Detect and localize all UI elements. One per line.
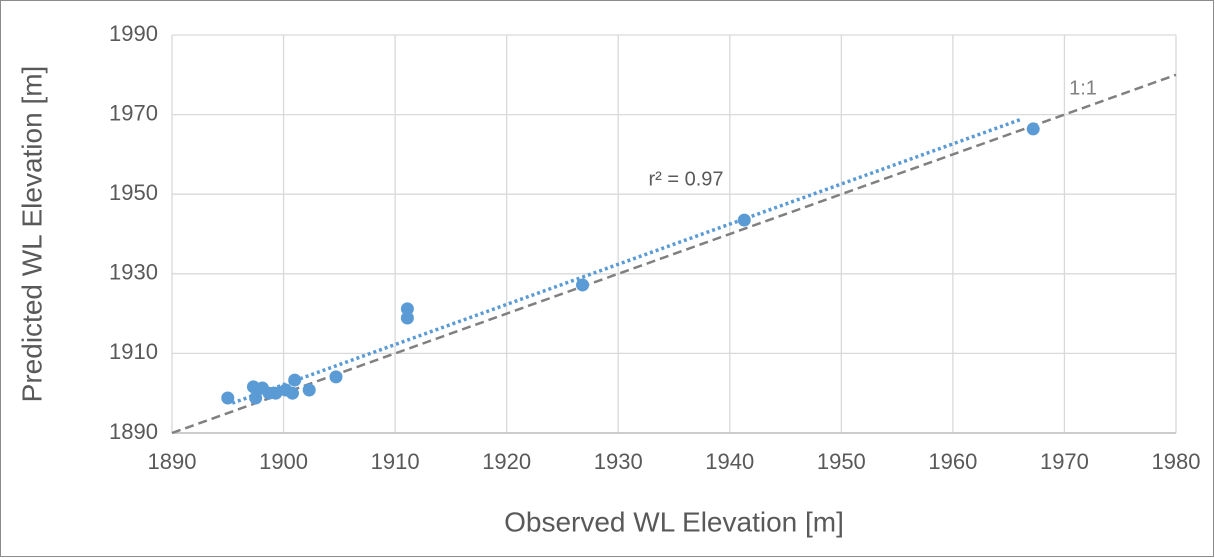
data-point <box>269 386 283 400</box>
y-axis-title: Predicted WL Elevation [m] <box>16 66 47 403</box>
data-point <box>329 370 343 384</box>
x-axis-title: Observed WL Elevation [m] <box>504 506 844 537</box>
trendline <box>231 117 1023 405</box>
y-tick-label: 1990 <box>109 21 158 46</box>
x-tick-label: 1970 <box>1040 449 1089 474</box>
y-tick-label: 1950 <box>109 180 158 205</box>
trendline-label: r² = 0.97 <box>648 168 723 190</box>
data-point <box>221 391 235 405</box>
data-point <box>400 311 414 325</box>
y-tick-label: 1890 <box>109 419 158 444</box>
x-tick-label: 1900 <box>259 449 308 474</box>
data-point <box>737 213 751 227</box>
data-point <box>288 373 302 387</box>
y-tick-label: 1930 <box>109 260 158 285</box>
x-tick-label: 1980 <box>1152 449 1201 474</box>
data-point <box>576 278 590 292</box>
reference-line-label: 1:1 <box>1069 77 1097 99</box>
y-tick-label: 1970 <box>109 100 158 125</box>
data-point <box>1026 122 1040 136</box>
x-tick-label: 1960 <box>928 449 977 474</box>
data-point <box>400 302 414 316</box>
x-tick-label: 1890 <box>148 449 197 474</box>
x-tick-label: 1910 <box>371 449 420 474</box>
x-tick-label: 1940 <box>705 449 754 474</box>
x-tick-label: 1930 <box>594 449 643 474</box>
x-tick-label: 1920 <box>482 449 531 474</box>
data-point <box>249 391 263 405</box>
reference-line <box>171 73 1177 435</box>
y-tick-label: 1910 <box>109 339 158 364</box>
data-point <box>285 386 299 400</box>
x-tick-label: 1950 <box>817 449 866 474</box>
data-point <box>302 383 316 397</box>
